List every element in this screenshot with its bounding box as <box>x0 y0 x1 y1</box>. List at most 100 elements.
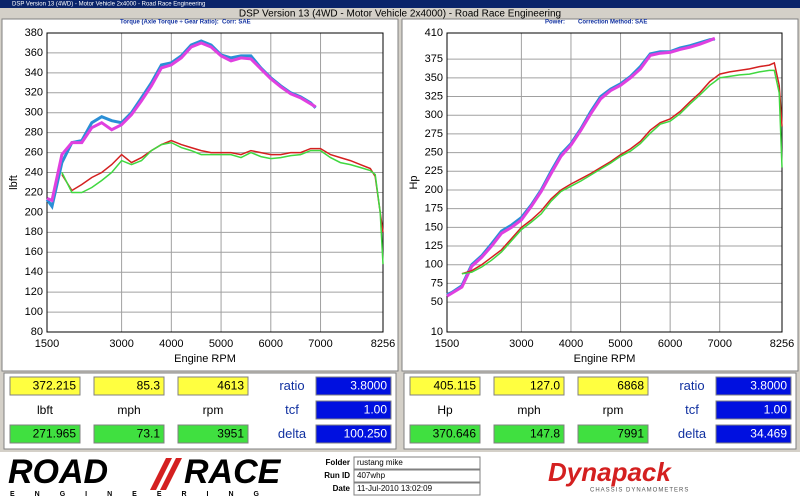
y-tick-label: 320 <box>25 87 43 99</box>
logo-sub: ENGINEERING <box>10 491 279 498</box>
setting-label: delta <box>678 426 707 441</box>
series-line <box>446 36 716 298</box>
readout-box <box>715 400 792 420</box>
readout-value: 271.965 <box>33 427 77 441</box>
unit-label: rpm <box>203 403 224 417</box>
x-tick-label: 7000 <box>308 338 332 350</box>
readout-value: 3.8000 <box>750 379 787 393</box>
series-line <box>61 141 384 265</box>
y-tick-label: 125 <box>425 240 443 252</box>
readout-value: 147.8 <box>530 427 560 441</box>
readout-box <box>715 424 792 444</box>
y-tick-label: 220 <box>25 186 43 198</box>
readout-box <box>93 376 165 396</box>
setting-label: ratio <box>279 378 304 393</box>
x-tick-label: 4000 <box>159 338 183 350</box>
y-tick-label: 280 <box>25 127 43 139</box>
series-line <box>461 69 783 275</box>
x-tick-label: 3000 <box>509 338 533 350</box>
y-tick-label: 225 <box>425 165 443 177</box>
readout-box <box>93 424 165 444</box>
readout-box <box>409 376 481 396</box>
x-tick-label: 1500 <box>35 338 59 350</box>
y-axis-label: Hp <box>408 175 420 189</box>
readout-value: 73.1 <box>137 427 161 441</box>
setting-label: tcf <box>285 402 299 417</box>
readout-value: 3.8000 <box>350 379 387 393</box>
field-label: Run ID <box>324 471 350 480</box>
readout-value: 7991 <box>617 427 644 441</box>
field-label: Folder <box>326 458 350 467</box>
y-tick-label: 375 <box>425 53 443 65</box>
x-tick-label: 5000 <box>209 338 233 350</box>
unit-label: lbft <box>37 403 54 417</box>
readout-box <box>315 400 392 420</box>
y-tick-label: 340 <box>25 67 43 79</box>
plot-frame <box>46 32 384 333</box>
y-tick-label: 275 <box>425 128 443 140</box>
chart-header: Torque (Axle Torque ÷ Gear Ratio): <box>120 20 219 26</box>
x-tick-label: 6000 <box>658 338 682 350</box>
readout-box <box>315 376 392 396</box>
series-line <box>61 139 384 233</box>
x-tick-label: 6000 <box>259 338 283 350</box>
x-tick-label: 8256 <box>371 338 395 350</box>
readout-box <box>493 424 565 444</box>
y-tick-label: 240 <box>25 166 43 178</box>
field-box <box>353 456 481 470</box>
readout-box <box>493 376 565 396</box>
y-tick-label: 150 <box>425 221 443 233</box>
x-tick-label: 3000 <box>109 338 133 350</box>
series-line <box>46 41 317 203</box>
readout-box <box>9 424 81 444</box>
readout-value: 1.00 <box>764 403 788 417</box>
y-tick-label: 75 <box>431 277 443 289</box>
y-tick-label: 200 <box>25 206 43 218</box>
y-tick-label: 100 <box>25 306 43 318</box>
y-tick-label: 350 <box>425 72 443 84</box>
readout-box <box>577 376 649 396</box>
x-axis-label: Engine RPM <box>174 353 236 365</box>
y-axis-label: lbft <box>8 175 20 190</box>
field-label: Date <box>333 484 351 493</box>
field-value: 11-Jul-2010 13:02:09 <box>357 484 433 493</box>
readout-value: 34.469 <box>750 427 787 441</box>
x-tick-label: 1500 <box>435 338 459 350</box>
y-tick-label: 380 <box>25 27 43 39</box>
series-line <box>461 61 783 275</box>
y-tick-label: 300 <box>425 109 443 121</box>
logo-slashes <box>150 458 182 490</box>
y-tick-label: 200 <box>425 184 443 196</box>
title-bar <box>0 0 800 8</box>
readout-value: 3951 <box>217 427 244 441</box>
x-tick-label: 7000 <box>707 338 731 350</box>
y-tick-label: 50 <box>431 296 443 308</box>
setting-label: delta <box>278 426 307 441</box>
readout-box <box>715 376 792 396</box>
chart-header: Power: <box>545 20 565 26</box>
field-box <box>353 482 481 496</box>
y-tick-label: 360 <box>25 47 43 59</box>
readout-value: 127.0 <box>530 379 560 393</box>
readout-value: 100.250 <box>344 427 388 441</box>
y-tick-label: 175 <box>425 203 443 215</box>
y-tick-label: 140 <box>25 266 43 278</box>
x-axis-label: Engine RPM <box>574 353 636 365</box>
field-value: rustang mike <box>357 458 403 467</box>
y-tick-label: 180 <box>25 226 43 238</box>
logo-road: ROAD <box>8 453 108 491</box>
unit-label: mph <box>517 403 540 417</box>
readout-box <box>177 424 249 444</box>
readout-box <box>315 424 392 444</box>
correction: Correction Method: SAE <box>578 20 647 26</box>
window-caption: DSP Version 13 (4WD) - Motor Vehicle 2x4… <box>12 2 205 8</box>
y-tick-label: 410 <box>425 27 443 39</box>
setting-label: tcf <box>685 402 699 417</box>
x-tick-label: 5000 <box>608 338 632 350</box>
y-tick-label: 260 <box>25 147 43 159</box>
readout-box <box>177 376 249 396</box>
unit-label: mph <box>117 403 140 417</box>
chart-panel <box>1 18 399 372</box>
field-value: 407whp <box>357 471 386 480</box>
